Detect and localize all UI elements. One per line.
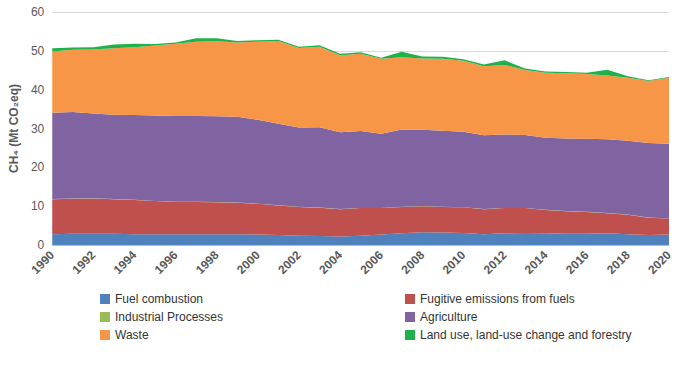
svg-text:10: 10 — [31, 199, 45, 213]
svg-text:2002: 2002 — [275, 248, 304, 277]
svg-text:50: 50 — [31, 44, 45, 58]
svg-text:Land use, land-use change and: Land use, land-use change and forestry — [420, 328, 631, 342]
svg-text:2000: 2000 — [234, 248, 263, 277]
svg-text:30: 30 — [31, 122, 45, 136]
svg-text:2006: 2006 — [357, 248, 386, 277]
svg-text:2020: 2020 — [645, 248, 674, 277]
svg-text:40: 40 — [31, 83, 45, 97]
svg-text:Agriculture: Agriculture — [420, 310, 478, 324]
svg-text:2016: 2016 — [563, 248, 592, 277]
svg-text:CH₄ (Mt CO₂eq): CH₄ (Mt CO₂eq) — [7, 84, 21, 173]
svg-text:2010: 2010 — [440, 248, 469, 277]
svg-text:1998: 1998 — [193, 248, 222, 277]
svg-text:Fugitive emissions from fuels: Fugitive emissions from fuels — [420, 292, 575, 306]
svg-text:Fuel combustion: Fuel combustion — [115, 292, 203, 306]
svg-text:2018: 2018 — [604, 248, 633, 277]
svg-text:2014: 2014 — [522, 248, 551, 277]
svg-text:1990: 1990 — [28, 248, 57, 277]
svg-text:60: 60 — [31, 5, 45, 19]
svg-text:1994: 1994 — [111, 248, 140, 277]
svg-text:0: 0 — [38, 238, 45, 252]
svg-text:1996: 1996 — [152, 248, 181, 277]
svg-text:2008: 2008 — [398, 248, 427, 277]
svg-text:2012: 2012 — [481, 248, 510, 277]
svg-text:Industrial Processes: Industrial Processes — [115, 310, 223, 324]
svg-text:2004: 2004 — [316, 248, 345, 277]
svg-text:20: 20 — [31, 160, 45, 174]
svg-text:1992: 1992 — [70, 248, 99, 277]
svg-text:Waste: Waste — [115, 328, 149, 342]
